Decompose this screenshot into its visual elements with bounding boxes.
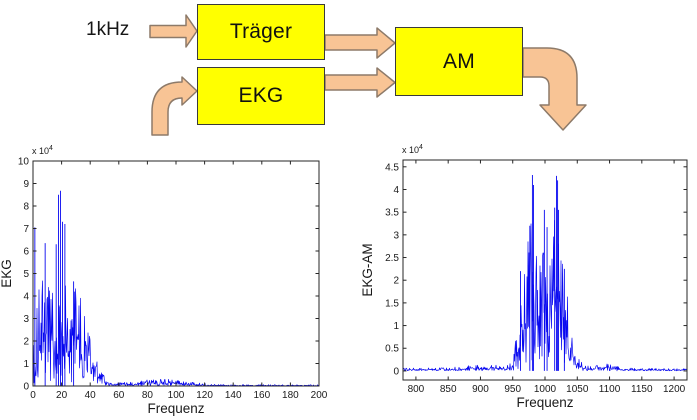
svg-text:0: 0: [23, 382, 29, 393]
svg-text:2.5: 2.5: [385, 253, 399, 264]
svg-text:0.5: 0.5: [385, 344, 399, 355]
svg-text:1150: 1150: [631, 384, 653, 395]
svg-text:EKG-AM: EKG-AM: [360, 243, 375, 296]
svg-text:x 104: x 104: [402, 144, 423, 155]
diagram-arrows: [149, 14, 587, 136]
svg-text:Frequenz: Frequenz: [516, 395, 573, 410]
chart-ekg-spectrum: 0 20 40 60 80 100 120 140 160 180 200 0 1 2 3 4 5 6 7 8 9 10x…: [0, 145, 328, 416]
block-am-label: AM: [443, 49, 475, 73]
svg-text:1100: 1100: [599, 384, 621, 395]
svg-text:4: 4: [23, 292, 29, 303]
svg-text:180: 180: [282, 390, 299, 401]
svg-text:EKG: EKG: [0, 259, 14, 288]
svg-text:5: 5: [23, 269, 29, 280]
svg-text:2: 2: [23, 337, 29, 348]
svg-text:40: 40: [85, 390, 97, 401]
svg-text:3: 3: [393, 230, 399, 241]
svg-text:1200: 1200: [663, 384, 686, 395]
svg-text:4: 4: [393, 185, 399, 196]
svg-text:1: 1: [393, 321, 399, 332]
svg-text:1050: 1050: [566, 384, 589, 395]
ekg-input-curved-arrow-icon: [151, 76, 198, 136]
svg-text:8: 8: [23, 202, 29, 213]
svg-text:9: 9: [23, 179, 29, 190]
svg-text:80: 80: [142, 390, 154, 401]
svg-text:1: 1: [23, 359, 29, 370]
svg-text:2: 2: [393, 276, 399, 287]
ekg-to-am-arrow-icon: [324, 67, 396, 98]
svg-text:900: 900: [472, 384, 489, 395]
block-ekg-label: EKG: [238, 84, 284, 107]
traeger-to-am-arrow-icon: [324, 27, 396, 59]
block-traeger: Träger: [197, 4, 325, 60]
chart-ekg-am-spectrum: 800 850 900 950 1000 1050 1100 1150 1200 0 0.5 1 1.5…: [360, 144, 688, 410]
am-output-curved-arrow-icon: [522, 47, 587, 131]
svg-text:120: 120: [196, 390, 213, 401]
block-diagram: 1kHz Träger EKG AM: [0, 0, 697, 140]
svg-text:10: 10: [18, 157, 30, 168]
block-traeger-label: Träger: [229, 20, 293, 43]
svg-text:x 104: x 104: [32, 145, 53, 156]
svg-text:60: 60: [113, 390, 125, 401]
svg-text:200: 200: [311, 390, 328, 401]
svg-text:100: 100: [168, 390, 185, 401]
block-ekg: EKG: [197, 67, 325, 125]
input-arrow-icon: [149, 14, 198, 48]
svg-text:850: 850: [440, 384, 457, 395]
svg-text:3.5: 3.5: [385, 208, 399, 219]
svg-text:7: 7: [23, 224, 29, 235]
svg-text:0: 0: [393, 366, 399, 377]
svg-text:1000: 1000: [534, 384, 557, 395]
input-frequency-label: 1kHz: [86, 19, 130, 40]
svg-text:20: 20: [56, 390, 68, 401]
svg-text:6: 6: [23, 247, 29, 258]
svg-text:0: 0: [30, 390, 36, 401]
svg-text:1.5: 1.5: [385, 298, 399, 309]
svg-text:3: 3: [23, 314, 29, 325]
svg-text:140: 140: [225, 390, 242, 401]
svg-text:950: 950: [504, 384, 521, 395]
block-am: AM: [395, 27, 523, 96]
svg-text:Frequenz: Frequenz: [147, 401, 204, 416]
svg-text:800: 800: [408, 384, 425, 395]
svg-text:160: 160: [253, 390, 270, 401]
svg-text:4.5: 4.5: [385, 162, 399, 173]
